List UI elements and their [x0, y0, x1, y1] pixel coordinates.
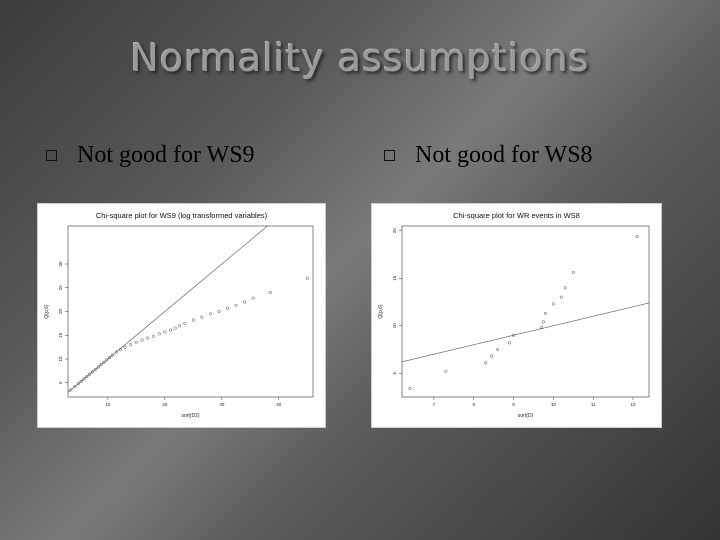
x-tick-label: 30 [219, 402, 225, 407]
y-tick-label: 5 [392, 372, 397, 375]
data-point [123, 345, 127, 349]
y-tick-label: 5 [58, 381, 63, 384]
reference-line [402, 302, 649, 363]
y-axis-label: Q(p,6) [44, 304, 50, 319]
plot-frame [401, 225, 650, 398]
data-point [208, 312, 212, 316]
data-point [251, 296, 255, 300]
data-point [110, 353, 114, 357]
data-point [183, 321, 187, 325]
x-axis-label: sort(D) [518, 413, 534, 419]
x-tick-label: 10 [105, 402, 111, 407]
data-point [305, 276, 309, 280]
data-point [108, 356, 112, 360]
data-point [539, 326, 543, 330]
y-tick-label: 20 [392, 228, 397, 234]
data-point [146, 336, 150, 340]
data-point [512, 333, 516, 337]
data-point [444, 369, 448, 373]
data-point [140, 338, 144, 342]
data-point [151, 334, 155, 338]
y-tick-label: 20 [58, 309, 63, 315]
data-point [102, 360, 106, 364]
data-point [88, 372, 92, 376]
data-point [243, 300, 247, 304]
data-point [191, 318, 195, 322]
data-point [217, 309, 221, 313]
data-point [234, 303, 238, 307]
y-tick-label: 25 [58, 285, 63, 291]
data-point [157, 332, 161, 336]
reference-line [68, 226, 268, 393]
data-point [178, 324, 182, 328]
x-tick-label: 7 [433, 402, 436, 407]
x-tick-label: 11 [591, 402, 596, 407]
bullet-right-text: Not good for WS8 [415, 142, 593, 168]
x-axis-label: sort(D2) [181, 413, 199, 419]
data-point [82, 377, 86, 381]
data-point [543, 311, 547, 315]
y-tick-label: 15 [392, 275, 397, 281]
data-point [490, 354, 494, 358]
y-tick-label: 10 [392, 323, 397, 329]
plot-frame [67, 225, 314, 398]
data-point [173, 326, 177, 330]
bullet-left: Not good for WS9 [46, 142, 255, 169]
data-point [541, 320, 545, 324]
y-tick-label: 10 [58, 356, 63, 362]
slide-title: Normality assumptions [130, 36, 590, 80]
bullet-right: Not good for WS8 [384, 142, 593, 169]
bullet-left-text: Not good for WS9 [77, 142, 255, 168]
data-point [563, 286, 567, 290]
data-point [99, 363, 103, 367]
data-point [559, 295, 563, 299]
data-point [496, 347, 500, 351]
x-tick-label: 9 [512, 402, 515, 407]
chi-square-plot-ws8-svg: Chi-square plot for WR events in WS8 7 8 9 1… [378, 211, 650, 419]
data-point [571, 271, 575, 275]
data-point [551, 302, 555, 306]
data-point [635, 234, 639, 238]
data-point [134, 340, 138, 344]
chart-title: Chi-square plot for WS9 (log transformed… [96, 211, 268, 220]
chi-square-plot-ws9: Chi-square plot for WS9 (log transformed… [37, 203, 326, 428]
y-tick-label: 15 [58, 332, 63, 338]
checkbox-bullet-icon [384, 150, 395, 161]
data-point [268, 290, 272, 294]
x-tick-label: 20 [162, 402, 168, 407]
data-point [69, 388, 73, 392]
data-point [76, 382, 80, 386]
y-axis-label: Q(p,6) [378, 304, 384, 319]
data-point [79, 379, 83, 383]
data-point [96, 365, 100, 369]
x-tick-label: 8 [472, 402, 475, 407]
data-point [508, 341, 512, 345]
data-point [129, 343, 133, 347]
x-tick-label: 12 [631, 402, 637, 407]
chi-square-plot-ws9-svg: Chi-square plot for WS9 (log transformed… [44, 211, 314, 419]
data-point [169, 328, 173, 332]
chart-title: Chi-square plot for WR events in WS8 [453, 211, 580, 220]
data-point [93, 367, 97, 371]
data-point [163, 330, 167, 334]
data-point [85, 375, 89, 379]
x-tick-label: 40 [276, 402, 282, 407]
data-point [408, 386, 412, 390]
x-tick-label: 10 [551, 402, 557, 407]
y-tick-label: 30 [58, 261, 63, 267]
data-point [200, 315, 204, 319]
data-point [114, 350, 118, 354]
data-point [91, 370, 95, 374]
data-point [226, 306, 230, 310]
data-point [73, 385, 77, 389]
data-point [118, 347, 122, 351]
checkbox-bullet-icon [46, 150, 57, 161]
data-point [484, 361, 488, 365]
chi-square-plot-ws8: Chi-square plot for WR events in WS8 7 8 9 1… [371, 203, 662, 428]
data-point [105, 358, 109, 362]
